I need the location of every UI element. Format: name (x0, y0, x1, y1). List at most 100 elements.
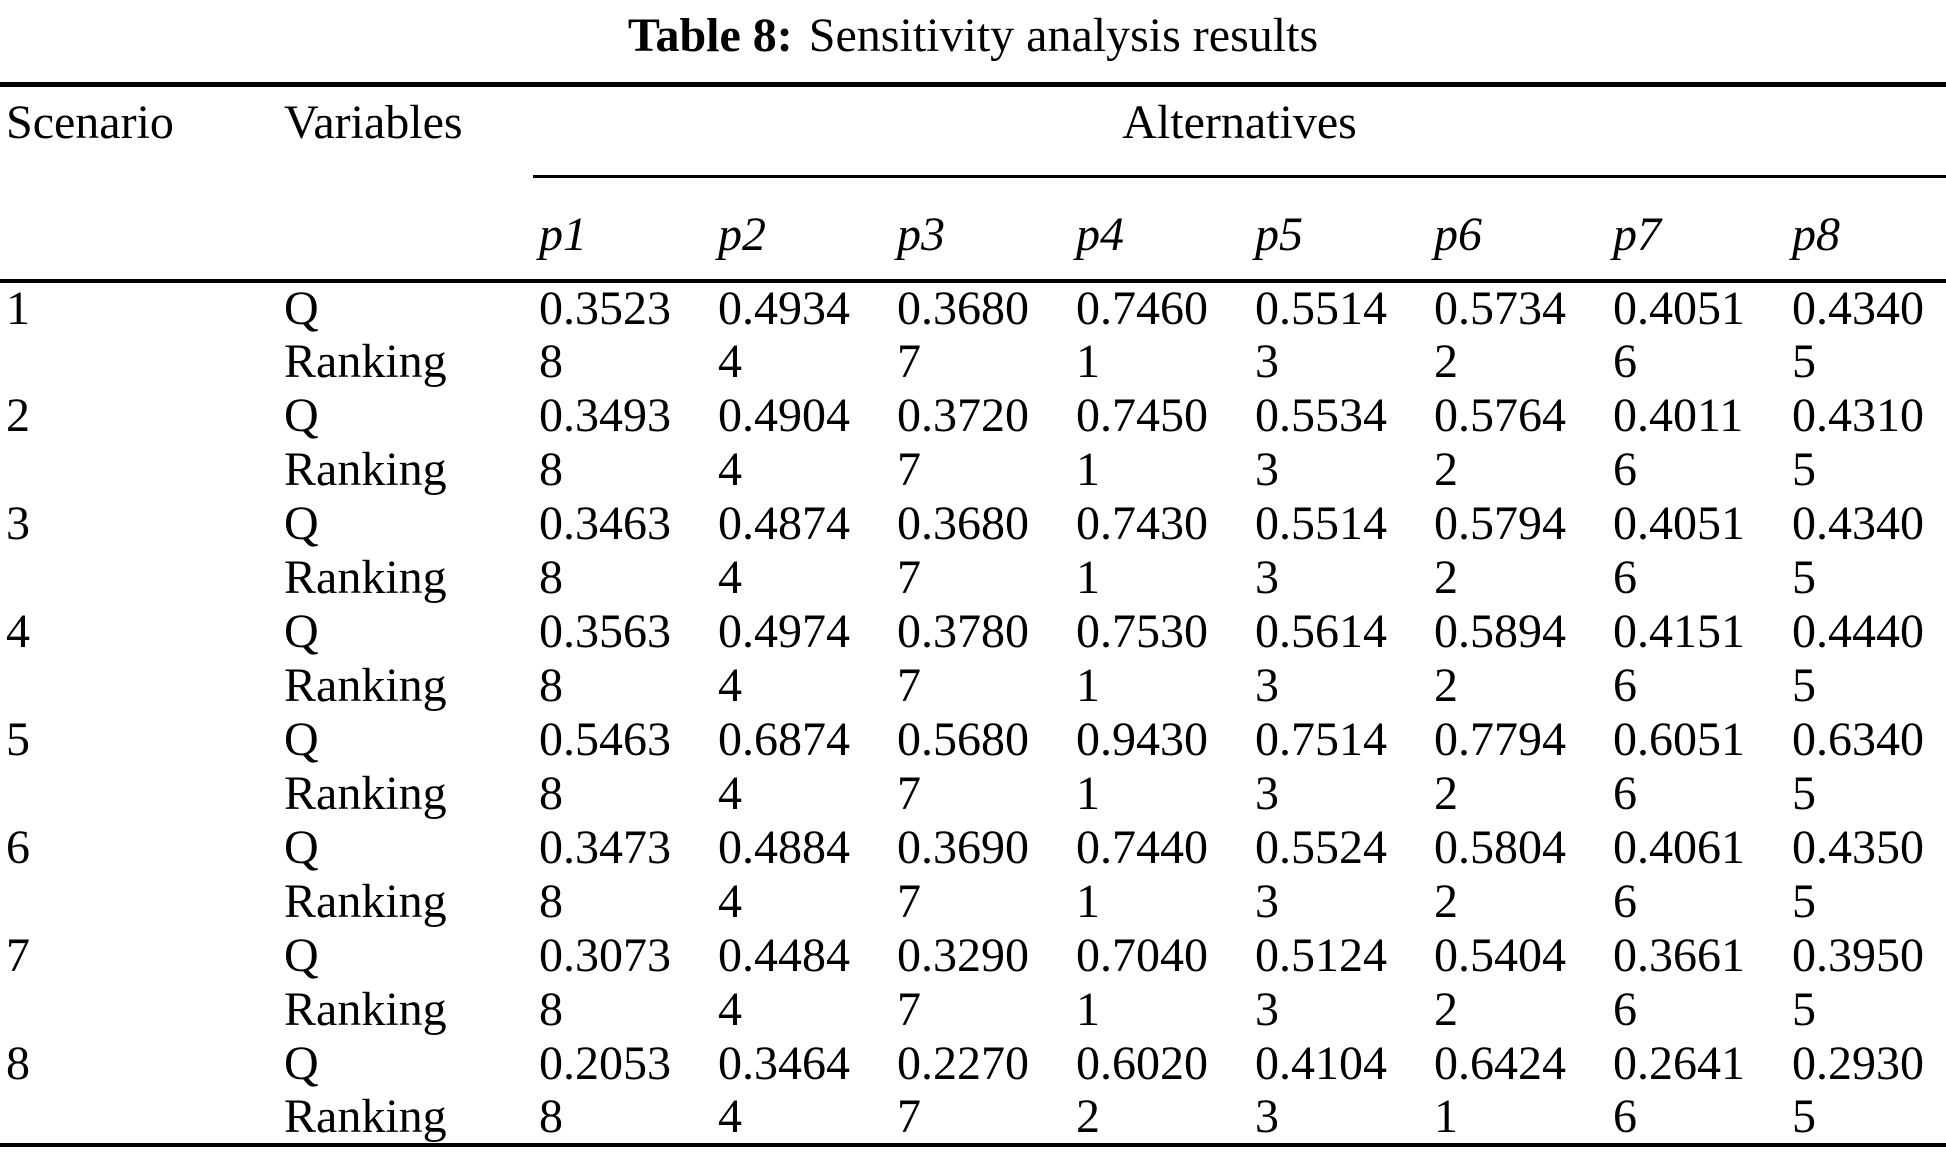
table-body: 1 Q 0.3523 0.4934 0.3680 0.7460 0.5514 0.5734 0.… (0, 281, 1946, 1145)
value-cell-p4: 0.7460 (1076, 281, 1208, 335)
scenario-cell: 1 (6, 281, 30, 335)
value-cell-p4: 0.7530 (1076, 604, 1208, 658)
value-cell-p2: 0.4484 (718, 928, 850, 982)
value-cell-p3: 7 (897, 334, 921, 388)
value-cell-p7: 0.4051 (1613, 496, 1745, 550)
value-cell-p5: 0.5124 (1255, 928, 1387, 982)
value-cell-p3: 0.5680 (897, 712, 1029, 766)
value-cell-p6: 0.7794 (1434, 712, 1566, 766)
scenario-cell (0, 551, 278, 605)
value-cell-p5: 3 (1255, 766, 1279, 820)
value-cell-p5: 0.5514 (1255, 496, 1387, 550)
value-cell-p1: 8 (539, 766, 563, 820)
scenario-cell (0, 875, 278, 929)
value-cell-p3: 0.3290 (897, 928, 1029, 982)
variable-cell: Ranking (284, 982, 447, 1036)
header-row-alternative-columns: p1 p2 p3 p4 p5 p6 p7 p8 (0, 176, 1946, 283)
value-cell-p6: 0.5404 (1434, 928, 1566, 982)
value-cell-p8: 0.4340 (1792, 496, 1924, 550)
value-cell-p2: 0.3464 (718, 1036, 850, 1090)
value-cell-p5: 3 (1255, 1089, 1279, 1143)
value-cell-p2: 0.4874 (718, 496, 850, 550)
value-cell-p1: 8 (539, 334, 563, 388)
value-cell-p5: 3 (1255, 874, 1279, 928)
value-cell-p4: 0.6020 (1076, 1036, 1208, 1090)
value-cell-p4: 0.7450 (1076, 388, 1208, 442)
value-cell-p1: 8 (539, 658, 563, 712)
variable-cell: Q (284, 1036, 319, 1090)
value-cell-p4: 0.7040 (1076, 928, 1208, 982)
value-cell-p6: 2 (1434, 550, 1458, 604)
value-cell-p5: 3 (1255, 550, 1279, 604)
col-header-p2: p2 (712, 176, 891, 283)
value-cell-p5: 0.7514 (1255, 712, 1387, 766)
col-header-p3: p3 (891, 176, 1070, 283)
variable-cell: Q (284, 712, 319, 766)
value-cell-p6: 2 (1434, 982, 1458, 1036)
value-cell-p4: 1 (1076, 874, 1100, 928)
table-caption-number: Table 8: (627, 9, 793, 62)
table-row: 4 Q 0.3563 0.4974 0.3780 0.7530 0.5614 0.5894 0.… (0, 605, 1946, 659)
header-row-groups: Scenario Variables Alternatives (0, 84, 1946, 283)
variable-cell: Ranking (284, 442, 447, 496)
table-row: 1 Q 0.3523 0.4934 0.3680 0.7460 0.5514 0.5734 0.… (0, 281, 1946, 335)
header-variables: Variables (278, 84, 533, 283)
variable-cell: Ranking (284, 766, 447, 820)
value-cell-p2: 4 (718, 658, 742, 712)
value-cell-p8: 5 (1792, 766, 1816, 820)
value-cell-p6: 2 (1434, 874, 1458, 928)
table-row: 3 Q 0.3463 0.4874 0.3680 0.7430 0.5514 0.5794 0.… (0, 497, 1946, 551)
scenario-cell (0, 1091, 278, 1145)
variable-cell: Q (284, 820, 319, 874)
scenario-cell: 3 (6, 496, 30, 550)
table-row: 7 Q 0.3073 0.4484 0.3290 0.7040 0.5124 0.5404 0.… (0, 929, 1946, 983)
value-cell-p4: 0.7440 (1076, 820, 1208, 874)
col-header-p5: p5 (1249, 176, 1428, 283)
value-cell-p3: 7 (897, 874, 921, 928)
value-cell-p8: 0.4340 (1792, 281, 1924, 335)
value-cell-p4: 1 (1076, 982, 1100, 1036)
value-cell-p1: 8 (539, 550, 563, 604)
value-cell-p4: 0.9430 (1076, 712, 1208, 766)
table-row: Ranking 8 4 7 1 3 2 6 5 (0, 443, 1946, 497)
table-row: Ranking 8 4 7 1 3 2 6 5 (0, 551, 1946, 605)
value-cell-p1: 0.3073 (539, 928, 671, 982)
value-cell-p5: 0.5514 (1255, 281, 1387, 335)
value-cell-p6: 0.5804 (1434, 820, 1566, 874)
variable-cell: Ranking (284, 1089, 447, 1143)
value-cell-p6: 0.5794 (1434, 496, 1566, 550)
value-cell-p1: 0.3463 (539, 496, 671, 550)
value-cell-p2: 4 (718, 442, 742, 496)
value-cell-p7: 6 (1613, 550, 1637, 604)
table-row: Ranking 8 4 7 2 3 1 6 5 (0, 1091, 1946, 1145)
table-row: Ranking 8 4 7 1 3 2 6 5 (0, 335, 1946, 389)
table-row: 6 Q 0.3473 0.4884 0.3690 0.7440 0.5524 0.5804 0.… (0, 821, 1946, 875)
scenario-cell: 6 (6, 820, 30, 874)
value-cell-p3: 0.2270 (897, 1036, 1029, 1090)
value-cell-p4: 2 (1076, 1089, 1100, 1143)
table-row: 5 Q 0.5463 0.6874 0.5680 0.9430 0.7514 0.7794 0.… (0, 713, 1946, 767)
col-header-p1: p1 (533, 176, 712, 283)
value-cell-p6: 0.6424 (1434, 1036, 1566, 1090)
value-cell-p1: 0.2053 (539, 1036, 671, 1090)
table-row: 2 Q 0.3493 0.4904 0.3720 0.7450 0.5534 0.5764 0.… (0, 389, 1946, 443)
value-cell-p8: 0.4350 (1792, 820, 1924, 874)
value-cell-p8: 5 (1792, 550, 1816, 604)
value-cell-p7: 0.4011 (1613, 388, 1744, 442)
table-row: Ranking 8 4 7 1 3 2 6 5 (0, 983, 1946, 1037)
value-cell-p2: 4 (718, 982, 742, 1036)
variable-cell: Q (284, 928, 319, 982)
scenario-cell (0, 983, 278, 1037)
value-cell-p6: 2 (1434, 766, 1458, 820)
value-cell-p4: 1 (1076, 550, 1100, 604)
value-cell-p1: 0.5463 (539, 712, 671, 766)
variable-cell: Ranking (284, 550, 447, 604)
value-cell-p7: 6 (1613, 874, 1637, 928)
table-row: Ranking 8 4 7 1 3 2 6 5 (0, 659, 1946, 713)
table-head: Scenario Variables Alternatives p1 p2 p3 p4… (0, 84, 1946, 283)
value-cell-p4: 1 (1076, 658, 1100, 712)
value-cell-p6: 0.5734 (1434, 281, 1566, 335)
value-cell-p8: 0.3950 (1792, 928, 1924, 982)
value-cell-p4: 0.7430 (1076, 496, 1208, 550)
